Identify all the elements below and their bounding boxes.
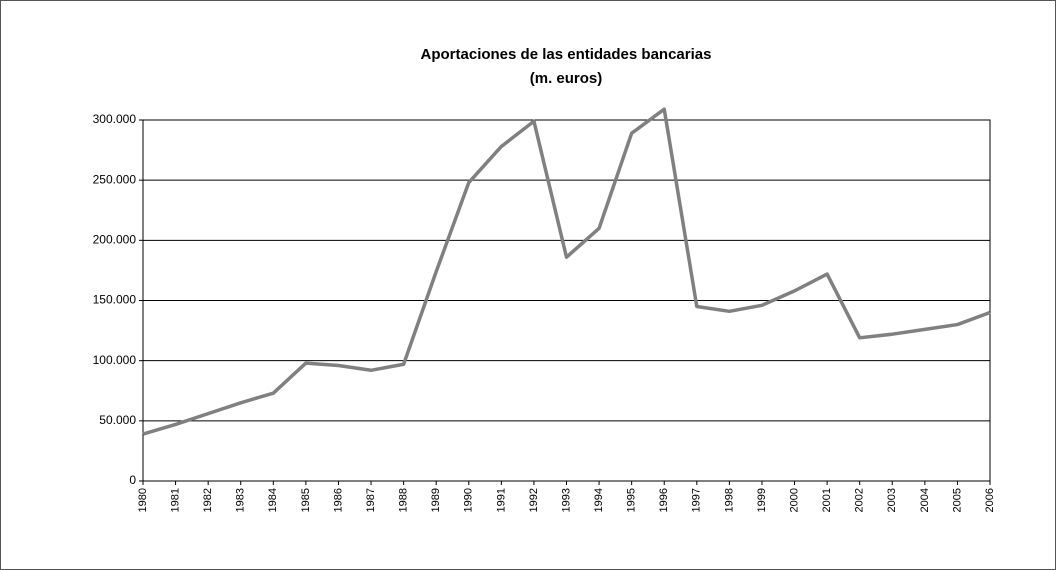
x-tick-label: 1997 xyxy=(691,488,703,512)
x-tick-label: 2001 xyxy=(821,488,833,512)
x-tick-label: 2000 xyxy=(788,488,800,512)
x-tick-label: 1986 xyxy=(332,488,344,512)
x-tick-label: 1989 xyxy=(430,488,442,512)
x-tick-label: 1998 xyxy=(723,488,735,512)
x-tick-label: 1982 xyxy=(202,488,214,512)
x-tick-label: 1983 xyxy=(235,488,247,512)
x-tick-label: 1988 xyxy=(398,488,410,512)
x-tick-label: 1984 xyxy=(267,488,279,512)
y-tick-label: 300.000 xyxy=(93,112,137,126)
y-tick-label: 0 xyxy=(129,473,136,487)
x-tick-label: 1985 xyxy=(300,488,312,512)
x-tick-label: 1991 xyxy=(495,488,507,512)
x-tick-label: 2003 xyxy=(886,488,898,512)
x-tick-label: 2004 xyxy=(919,488,931,512)
y-tick-label: 100.000 xyxy=(93,353,137,367)
y-tick-label: 250.000 xyxy=(93,172,137,186)
x-tick-label: 1994 xyxy=(593,488,605,512)
x-tick-label: 1992 xyxy=(528,488,540,512)
y-tick-label: 200.000 xyxy=(93,233,137,247)
x-tick-label: 1999 xyxy=(756,488,768,512)
x-tick-label: 1980 xyxy=(137,488,149,512)
x-tick-label: 1993 xyxy=(560,488,572,512)
x-tick-label: 2002 xyxy=(854,488,866,512)
x-tick-label: 1995 xyxy=(626,488,638,512)
chart-title: Aportaciones de las entidades bancarias xyxy=(421,46,712,63)
y-tick-label: 150.000 xyxy=(93,293,137,307)
data-line xyxy=(142,107,991,436)
x-tick-label: 1987 xyxy=(365,488,377,512)
y-tick-label: 50.000 xyxy=(99,413,136,427)
x-tick-label: 2005 xyxy=(951,488,963,512)
x-tick-label: 1981 xyxy=(169,488,181,512)
chart-subtitle: (m. euros) xyxy=(530,70,603,87)
x-tick-label: 1990 xyxy=(463,488,475,512)
x-tick-label: 2006 xyxy=(984,488,996,512)
x-tick-label: 1996 xyxy=(658,488,670,512)
